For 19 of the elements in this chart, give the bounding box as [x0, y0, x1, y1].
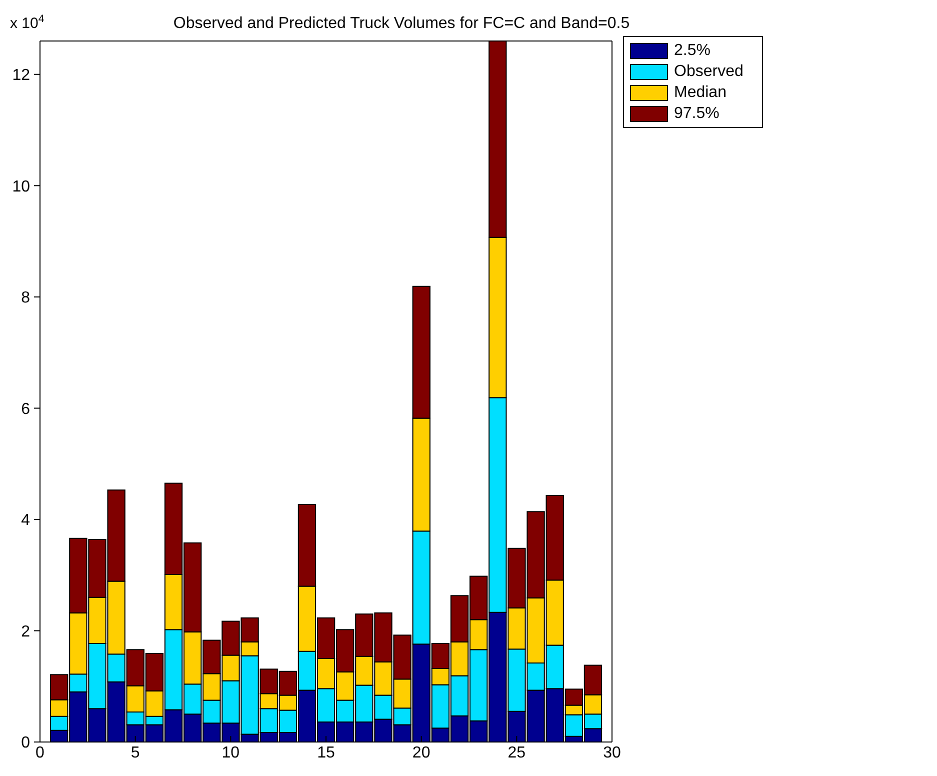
- x-tick-label: 0: [36, 744, 45, 762]
- y-tick-label: 10: [12, 178, 30, 196]
- y-tick-label: 6: [21, 400, 30, 418]
- x-tick-label: 10: [222, 744, 240, 762]
- y-tick-label: 2: [21, 623, 30, 640]
- legend-label: 97.5%: [674, 104, 720, 122]
- x-tick-label: 25: [508, 744, 526, 762]
- x-tick-label: 15: [317, 744, 335, 762]
- legend-label: Median: [674, 84, 726, 102]
- y-tick-label: 12: [12, 67, 30, 84]
- chart-title: Observed and Predicted Truck Volumes for FC=C and Band=0.5: [173, 15, 630, 32]
- legend-label: 2.5%: [674, 42, 710, 60]
- x-tick-label: 5: [130, 744, 140, 762]
- y-axis-title: x 10$^{4}$: [10, 13, 44, 32]
- x-tick-label: 20: [412, 744, 430, 762]
- legend-label: Observed: [674, 62, 744, 80]
- y-tick-label: 8: [21, 290, 30, 307]
- x-tick-label: 30: [603, 744, 621, 762]
- y-tick-label: 4: [21, 512, 30, 530]
